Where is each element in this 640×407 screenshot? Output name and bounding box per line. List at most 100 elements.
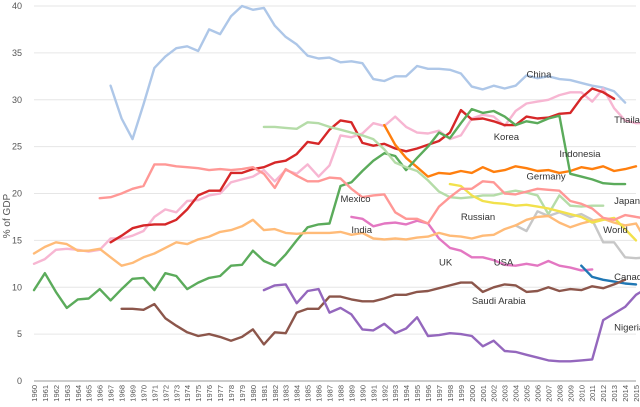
y-tick-label: 15 (12, 235, 22, 245)
x-tick-label: 1985 (304, 385, 313, 402)
x-tick-label: 2001 (479, 385, 488, 402)
y-axis-label: % of GDP (2, 193, 13, 238)
series-label-world: World (603, 225, 628, 236)
x-tick-label: 1974 (183, 385, 192, 402)
series-line-nigeria (262, 283, 640, 363)
x-tick-label: 1984 (293, 385, 302, 402)
x-tick-label: 1970 (139, 385, 148, 402)
series-line-saudi-arabia (120, 278, 627, 346)
x-tick-label: 1962 (52, 385, 61, 402)
x-tick-label: 1979 (238, 385, 247, 402)
x-tick-label: 1968 (118, 385, 127, 402)
series-label-thailand: Thailand (614, 115, 640, 126)
series-line-japan (262, 121, 605, 216)
series-line-canada (580, 264, 638, 286)
series-label-germany: Germany (527, 171, 566, 182)
x-tick-label: 1972 (161, 385, 170, 402)
series-label-russian: Russian (461, 212, 495, 223)
y-tick-label: 25 (12, 142, 22, 152)
x-tick-label: 2015 (632, 385, 640, 402)
series-line-orange2 (32, 214, 640, 267)
x-tick-label: 1963 (63, 385, 72, 402)
series-line-salmon (98, 163, 640, 225)
series-label-nigeria: Nigeria (614, 322, 640, 333)
x-tick-label: 1969 (129, 385, 138, 402)
y-tick-label: 20 (12, 189, 22, 199)
series-line-yellow (448, 182, 638, 242)
series-label-canada: Canada (614, 272, 640, 283)
x-tick-label: 1995 (413, 385, 422, 402)
x-tick-label: 1980 (249, 385, 258, 402)
x-tick-label: 1996 (424, 385, 433, 402)
x-tick-label: 1997 (435, 385, 444, 402)
series-label-saudi-arabia: Saudi Arabia (472, 296, 527, 307)
series-line-indonesia (383, 123, 638, 178)
x-tick-label: 2004 (512, 385, 521, 402)
x-tick-label: 1986 (315, 385, 324, 402)
x-tick-label: 1982 (271, 385, 280, 402)
x-tick-label: 1992 (380, 385, 389, 402)
y-tick-label: 30 (12, 95, 22, 105)
x-tick-label: 1999 (457, 385, 466, 402)
series-line-russian (350, 215, 594, 272)
x-tick-label: 2010 (577, 385, 586, 402)
x-tick-label: 1973 (172, 385, 181, 402)
x-tick-label: 2006 (533, 385, 542, 402)
x-tick-label: 1967 (107, 385, 116, 402)
x-tick-label: 2007 (544, 385, 553, 402)
grid-lines (34, 5, 636, 335)
x-tick-label: 1978 (227, 385, 236, 402)
y-tick-label: 10 (12, 282, 22, 292)
series-label-china: China (527, 69, 553, 80)
axes: 0 5 10 15 20 25 30 35 40 1960 1961 1962 1963 1964 1965… (12, 1, 640, 402)
x-tick-label: 1983 (282, 385, 291, 402)
series-line-china (109, 4, 627, 141)
x-tick-label: 2005 (523, 385, 532, 402)
x-tick-label: 2011 (588, 385, 597, 401)
x-tick-label: 1990 (358, 385, 367, 402)
x-tick-label: 1991 (369, 385, 378, 402)
x-tick-label: 2002 (490, 385, 499, 402)
x-tick-label: 1981 (260, 385, 269, 402)
series-labels: China Thailand Korea Indonesia Germany Mexico… (340, 69, 640, 333)
y-tick-label: 0 (17, 376, 22, 386)
x-tick-label: 2003 (501, 385, 510, 402)
x-tick-label: 1989 (347, 385, 356, 402)
x-tick-label: 1966 (96, 385, 105, 402)
series-line-korea (109, 87, 616, 244)
series-label-india: India (351, 225, 372, 236)
x-tick-label: 1965 (85, 385, 94, 402)
x-tick-label: 2013 (610, 385, 619, 402)
series-label-mexico: Mexico (340, 194, 370, 205)
series-label-indonesia: Indonesia (559, 149, 601, 160)
x-tick-label: 1988 (336, 385, 345, 402)
series-line-mexico (32, 107, 627, 310)
x-tick-label: 1976 (205, 385, 214, 402)
x-tick-label: 1964 (74, 385, 83, 402)
x-tick-label: 2000 (468, 385, 477, 402)
series-label-usa: USA (494, 258, 514, 269)
y-tick-label: 35 (12, 48, 22, 58)
x-tick-label: 1961 (41, 385, 50, 402)
x-tick-label: 2012 (599, 385, 608, 402)
series-line-world (514, 210, 640, 260)
x-tick-label: 1975 (194, 385, 203, 402)
x-tick-label: 1977 (216, 385, 225, 402)
series-lines (32, 4, 640, 363)
x-tick-label: 1987 (326, 385, 335, 402)
x-tick-label: 1993 (391, 385, 400, 402)
x-tick-label: 1960 (30, 385, 39, 402)
x-tick-label: 2014 (621, 385, 630, 402)
y-tick-label: 5 (17, 329, 22, 339)
series-label-japan: Japan (614, 196, 640, 207)
series-line-thailand (32, 87, 640, 265)
x-tick-label: 2008 (555, 385, 564, 402)
x-tick-label: 1994 (402, 385, 411, 402)
x-tick-label: 2009 (566, 385, 575, 402)
series-label-korea: Korea (494, 132, 520, 143)
series-label-uk: UK (439, 258, 453, 269)
y-tick-label: 40 (12, 1, 22, 11)
x-tick-label: 1971 (150, 385, 159, 402)
x-tick-label: 1998 (446, 385, 455, 402)
